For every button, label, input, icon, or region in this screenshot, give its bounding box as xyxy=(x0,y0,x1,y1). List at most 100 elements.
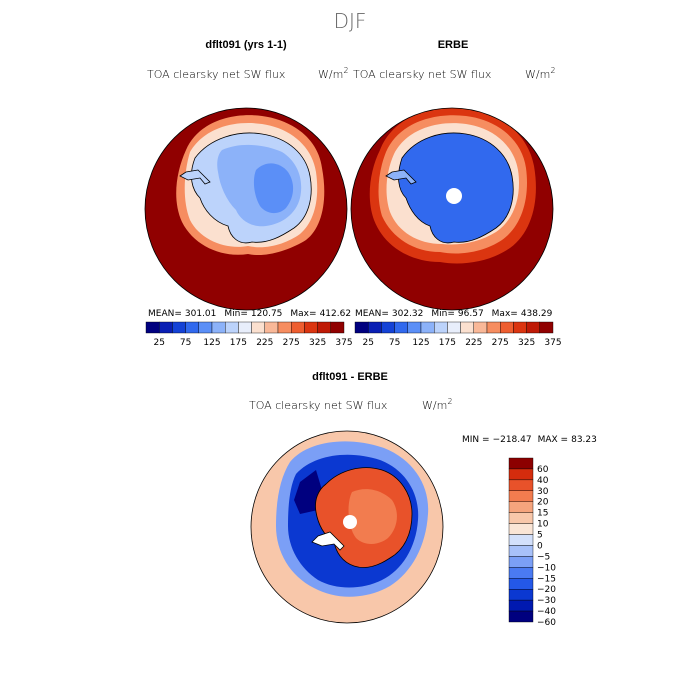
diff-colorbar-swatch xyxy=(508,468,534,481)
obs-colorbar-swatch xyxy=(368,321,382,334)
obs-panel-heading: ERBE xyxy=(438,39,469,51)
obs-colorbar-swatch xyxy=(354,321,369,334)
diff-colorbar-tick-label: −15 xyxy=(537,574,556,584)
obs-colorbar-tick-label: 325 xyxy=(518,338,535,348)
diff-colorbar-swatch xyxy=(508,523,534,535)
diff-colorbar-tick-label: 15 xyxy=(537,509,548,519)
obs-colorbar-swatch xyxy=(381,321,395,334)
model-panel-heading: dflt091 (yrs 1-1) xyxy=(205,39,287,51)
obs-colorbar-swatch xyxy=(513,321,527,334)
model-colorbar-swatch xyxy=(264,321,279,334)
diff-map-polar-hole xyxy=(343,515,357,529)
model-stats: MEAN= 301.01 Min= 120.75 Max= 412.62 xyxy=(148,309,351,319)
diff-colorbar-tick-label: −10 xyxy=(537,563,556,573)
obs-colorbar-swatch xyxy=(407,321,422,334)
obs-stats: MEAN= 302.32 Min= 96.57 Max= 438.29 xyxy=(355,309,553,319)
obs-colorbar-swatch xyxy=(420,321,435,334)
figure-title: DJF xyxy=(334,9,367,33)
obs-units-label: W/m2 xyxy=(525,66,555,81)
obs-colorbar-tick-label: 75 xyxy=(389,338,400,348)
diff-colorbar-swatch xyxy=(508,490,534,502)
obs-map-continent xyxy=(398,132,514,244)
obs-map xyxy=(350,107,554,311)
diff-map-interior xyxy=(348,489,397,544)
model-map xyxy=(144,107,348,311)
diff-colorbar-tick-label: 0 xyxy=(537,541,543,551)
model-colorbar-swatch xyxy=(172,321,186,334)
model-colorbar-swatch xyxy=(238,321,252,334)
obs-colorbar-swatch xyxy=(394,321,409,334)
diff-colorbar-tick-label: 60 xyxy=(537,465,549,475)
diff-colorbar-swatch xyxy=(508,512,534,524)
diff-colorbar-tick-label: 40 xyxy=(537,476,549,486)
diff-units-label: W/m2 xyxy=(422,397,452,412)
model-colorbar-tick-label: 75 xyxy=(180,338,191,348)
diff-colorbar-tick-label: −20 xyxy=(537,585,556,595)
diff-colorbar-tick-label: −30 xyxy=(537,596,556,606)
model-colorbar-tick-label: 375 xyxy=(335,338,352,348)
diff-colorbar-tick-label: −40 xyxy=(537,607,556,617)
obs-colorbar-tick-label: 275 xyxy=(492,338,509,348)
diff-colorbar-swatch xyxy=(508,545,534,557)
diff-colorbar-tick-label: 10 xyxy=(537,520,549,530)
obs-colorbar-swatch xyxy=(473,321,488,334)
obs-colorbar-tick-label: 225 xyxy=(465,338,482,348)
diff-map-frame xyxy=(250,430,444,624)
diff-colorbar-tick-label: 20 xyxy=(537,498,549,508)
diff-panel-heading: dflt091 - ERBE xyxy=(312,371,388,383)
model-colorbar-swatch xyxy=(211,321,226,334)
diff-colorbar-swatch xyxy=(508,501,534,513)
obs-map-peninsula xyxy=(385,169,417,185)
model-colorbar: 25 75 125 175 225 275 325 375 xyxy=(145,321,353,348)
diff-colorbar-swatch xyxy=(508,567,534,579)
obs-colorbar-swatch xyxy=(486,321,501,334)
diff-colorbar-swatch xyxy=(508,610,534,623)
model-units-label: W/m2 xyxy=(318,66,348,81)
model-colorbar-tick-label: 25 xyxy=(153,338,164,348)
obs-colorbar-tick-label: 25 xyxy=(362,338,373,348)
model-colorbar-swatch xyxy=(224,321,239,334)
model-map-peninsula xyxy=(179,169,211,185)
obs-variable-label: TOA clearsky net SW flux xyxy=(353,68,491,81)
model-map-plateau xyxy=(253,163,294,214)
diff-colorbar-swatch xyxy=(508,534,534,546)
diff-colorbar-swatch xyxy=(508,556,534,568)
model-colorbar-tick-label: 325 xyxy=(309,338,326,348)
diff-colorbar-tick-label: −60 xyxy=(537,618,556,628)
obs-map-frame xyxy=(350,107,554,311)
model-colorbar-swatch xyxy=(291,321,305,334)
diff-stats: MIN = −218.47 MAX = 83.23 xyxy=(462,435,597,445)
model-colorbar-swatch xyxy=(198,321,213,334)
obs-colorbar-swatch xyxy=(526,321,540,334)
obs-colorbar: 25 75 125 175 225 275 325 375 xyxy=(354,321,562,348)
diff-map-navy xyxy=(294,470,322,514)
obs-colorbar-swatch xyxy=(539,321,554,334)
diff-map-peninsula xyxy=(311,531,345,551)
diff-colorbar-swatch xyxy=(508,578,534,590)
diff-colorbar-tick-label: 5 xyxy=(537,531,543,541)
obs-colorbar-tick-label: 175 xyxy=(439,338,456,348)
model-colorbar-tick-label: 175 xyxy=(230,338,247,348)
obs-colorbar-swatch xyxy=(500,321,514,334)
model-colorbar-tick-label: 125 xyxy=(203,338,220,348)
diff-colorbar-swatch xyxy=(508,599,534,612)
diff-colorbar-swatch xyxy=(508,479,534,492)
model-colorbar-swatch xyxy=(158,321,173,334)
obs-colorbar-tick-label: 125 xyxy=(412,338,429,348)
model-colorbar-swatch xyxy=(185,321,200,334)
model-colorbar-tick-label: 225 xyxy=(256,338,273,348)
obs-colorbar-swatch xyxy=(447,321,461,334)
diff-map xyxy=(250,430,444,624)
model-map-frame xyxy=(144,107,348,311)
model-colorbar-swatch xyxy=(330,321,345,334)
model-colorbar-swatch xyxy=(145,321,160,334)
diff-variable-label: TOA clearsky net SW flux xyxy=(249,399,387,412)
model-colorbar-swatch xyxy=(251,321,266,334)
model-colorbar-swatch xyxy=(317,321,332,334)
model-colorbar-swatch xyxy=(304,321,318,334)
diff-colorbar-tick-label: −5 xyxy=(537,552,550,562)
model-colorbar-tick-label: 275 xyxy=(283,338,300,348)
